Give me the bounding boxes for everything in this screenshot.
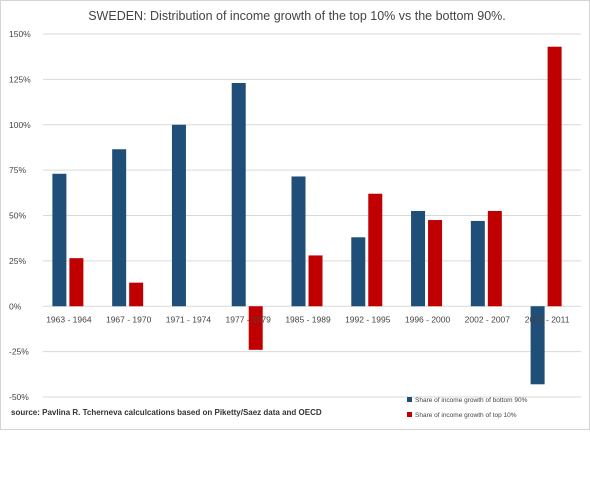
x-category-label: 1992 - 1995 xyxy=(345,314,391,324)
bar-bottom-90 xyxy=(351,237,366,307)
legend-swatch-top-10 xyxy=(407,412,412,417)
x-category-label: 1977 - 1979 xyxy=(226,314,272,324)
y-tick-label: -50% xyxy=(9,392,29,402)
source-note: source: Pavlina R. Tcherneva calculcatio… xyxy=(11,408,322,417)
bar-top-10 xyxy=(129,282,144,307)
bars xyxy=(52,46,562,385)
x-category-label: 2008 - 2011 xyxy=(525,314,570,324)
y-tick-label: 125% xyxy=(9,74,31,84)
x-category-label: 2002 - 2007 xyxy=(465,314,511,324)
bar-bottom-90 xyxy=(291,176,306,307)
bar-bottom-90 xyxy=(470,220,485,307)
bar-bottom-90 xyxy=(112,149,127,307)
chart-title: SWEDEN: Distribution of income growth of… xyxy=(88,9,506,23)
legend-swatch-bottom-90 xyxy=(407,397,412,402)
x-category-label: 1967 - 1970 xyxy=(106,314,152,324)
x-category-label: 1971 - 1974 xyxy=(166,314,212,324)
x-category-label: 1996 - 2000 xyxy=(405,314,451,324)
bar-top-10 xyxy=(487,210,502,307)
y-tick-label: 0% xyxy=(9,301,22,311)
x-axis-categories: 1963 - 1964 1967 - 1970 1971 - 1974 1977 - … xyxy=(46,314,570,324)
y-tick-label: 25% xyxy=(9,256,26,266)
legend-label-bottom-90: Share of income growth of bottom 90% xyxy=(415,397,528,404)
bar-top-10 xyxy=(368,193,383,307)
bar-bottom-90 xyxy=(171,124,186,307)
bar-chart: SWEDEN: Distribution of income growth of… xyxy=(9,9,581,419)
bar-bottom-90 xyxy=(52,173,67,307)
x-category-label: 1963 - 1964 xyxy=(46,314,92,324)
y-axis-ticks: 150% 125% 100% 75% 50% 25% 0% -25% -50% xyxy=(9,29,31,402)
y-tick-label: 75% xyxy=(9,165,26,175)
bar-bottom-90 xyxy=(411,210,426,307)
y-tick-label: 50% xyxy=(9,211,26,221)
legend: Share of income growth of bottom 90% Sha… xyxy=(407,397,528,419)
bar-top-10 xyxy=(248,306,263,350)
bar-top-10 xyxy=(428,220,443,307)
y-tick-label: -25% xyxy=(9,347,29,357)
bar-bottom-90 xyxy=(231,83,246,307)
bar-top-10 xyxy=(69,258,84,307)
legend-label-top-10: Share of income growth of top 10% xyxy=(415,412,517,419)
chart-frame: SWEDEN: Distribution of income growth of… xyxy=(0,0,590,430)
bar-top-10 xyxy=(308,255,323,307)
y-tick-label: 100% xyxy=(9,120,31,130)
y-tick-label: 150% xyxy=(9,29,31,39)
bar-top-10 xyxy=(547,46,562,307)
x-category-label: 1985 - 1989 xyxy=(285,314,331,324)
bar-bottom-90 xyxy=(530,306,545,385)
